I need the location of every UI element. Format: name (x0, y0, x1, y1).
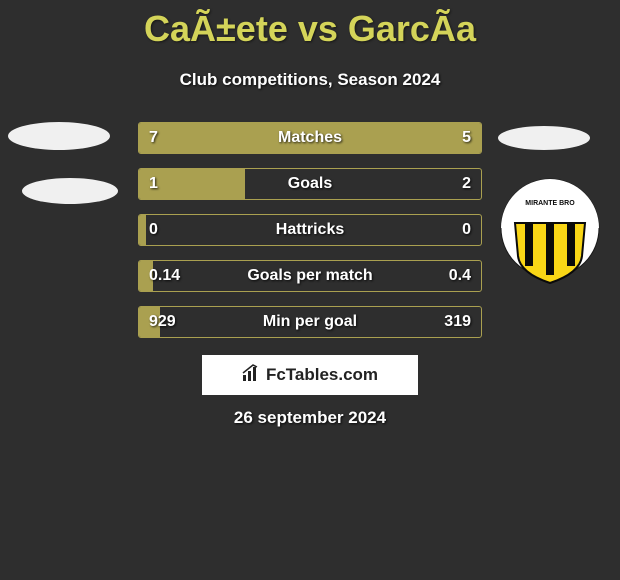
stat-label: Min per goal (263, 313, 357, 331)
date-label: 26 september 2024 (234, 408, 386, 428)
badge-ellipse (22, 178, 118, 204)
crest-text: MIRANTE BRO (525, 200, 575, 207)
stat-label: Goals (288, 175, 332, 193)
stat-label: Hattricks (276, 221, 344, 239)
stat-row-hattricks: 0 Hattricks 0 (138, 214, 482, 246)
page-subtitle: Club competitions, Season 2024 (0, 70, 620, 90)
stat-value-left: 0.14 (149, 267, 180, 285)
stat-row-goals-per-match: 0.14 Goals per match 0.4 (138, 260, 482, 292)
stat-value-right: 0 (462, 221, 471, 239)
stat-value-right: 319 (444, 313, 471, 331)
stat-value-left: 1 (149, 175, 158, 193)
chart-icon (242, 364, 260, 387)
page-title: CaÃ±ete vs GarcÃ­a (0, 0, 620, 50)
stat-value-right: 5 (462, 129, 471, 147)
stat-value-left: 0 (149, 221, 158, 239)
badge-ellipse (8, 122, 110, 150)
player-left-badge (8, 122, 118, 204)
stat-fill-left (139, 215, 146, 245)
stat-value-left: 7 (149, 129, 158, 147)
footer-brand-label: FcTables.com (266, 365, 378, 385)
stat-row-matches: 7 Matches 5 (138, 122, 482, 154)
footer-brand[interactable]: FcTables.com (202, 355, 418, 395)
stats-container: 7 Matches 5 1 Goals 2 0 Hattricks 0 0.14… (138, 122, 482, 352)
player-right-badge-top (498, 126, 590, 150)
shield-icon: MIRANTE BRO (500, 178, 600, 288)
stat-value-right: 0.4 (449, 267, 471, 285)
stat-value-right: 2 (462, 175, 471, 193)
stat-value-left: 929 (149, 313, 176, 331)
stat-row-goals: 1 Goals 2 (138, 168, 482, 200)
club-crest: MIRANTE BRO (500, 178, 600, 288)
badge-ellipse (498, 126, 590, 150)
stat-label: Goals per match (247, 267, 372, 285)
stat-label: Matches (278, 129, 342, 147)
stat-row-min-per-goal: 929 Min per goal 319 (138, 306, 482, 338)
